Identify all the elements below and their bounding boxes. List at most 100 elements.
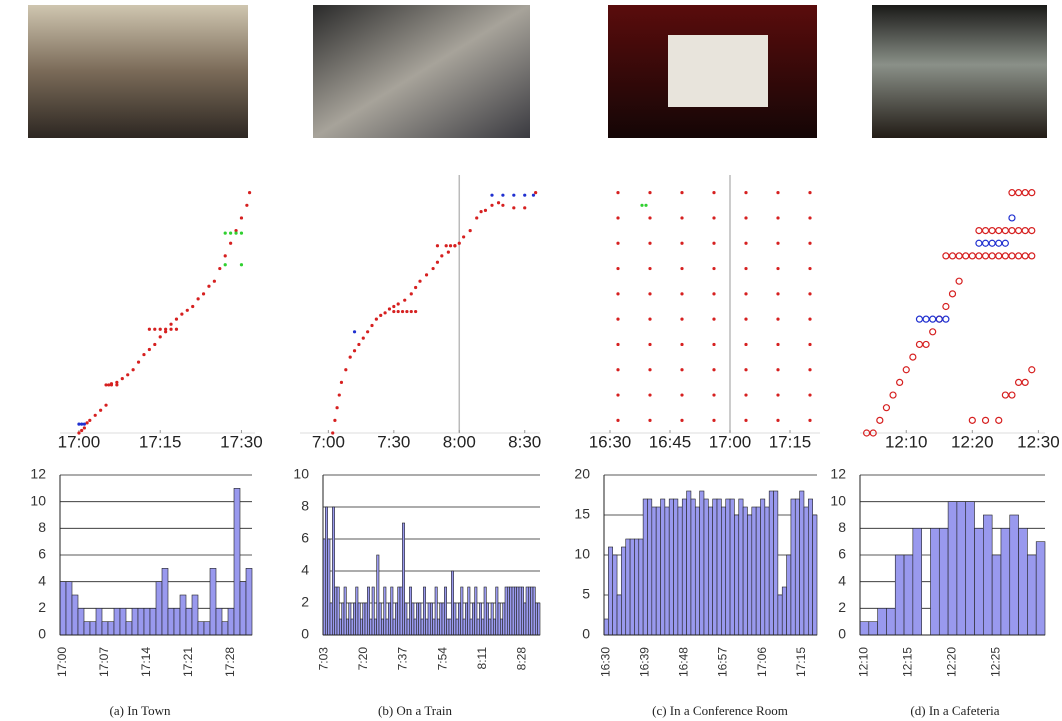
bar [517, 587, 519, 635]
point [616, 419, 619, 422]
point [449, 244, 452, 247]
point [996, 253, 1002, 259]
point [648, 318, 651, 321]
point [523, 194, 526, 197]
bar [860, 622, 869, 635]
bar [400, 587, 402, 635]
caption: (b) On a Train [378, 703, 453, 718]
y-tick-label: 12 [830, 466, 846, 482]
point [744, 368, 747, 371]
bar [426, 619, 428, 635]
bar [524, 603, 526, 635]
point [159, 328, 162, 331]
point [648, 393, 651, 396]
point [418, 280, 421, 283]
point [1022, 228, 1028, 234]
bar [713, 499, 717, 635]
x-tick-label: 17:28 [223, 647, 237, 677]
y-tick-label: 10 [30, 492, 46, 508]
bar [691, 499, 695, 635]
point [910, 354, 916, 360]
point [1016, 228, 1022, 234]
point [207, 285, 210, 288]
point [808, 191, 811, 194]
point [224, 263, 227, 266]
point [501, 204, 504, 207]
point [153, 343, 156, 346]
point [989, 253, 995, 259]
point [475, 216, 478, 219]
point [616, 343, 619, 346]
y-tick-label: 10 [574, 546, 590, 562]
x-tick-label: 17:14 [139, 647, 153, 677]
bar [132, 608, 138, 635]
point [353, 330, 356, 333]
point [344, 368, 347, 371]
bar [528, 587, 530, 635]
point [153, 328, 156, 331]
bar [360, 619, 362, 635]
point [996, 228, 1002, 234]
bar [388, 603, 390, 635]
point [916, 341, 922, 347]
y-tick-label: 8 [38, 519, 46, 535]
bar [665, 507, 669, 635]
y-tick-label: 15 [574, 506, 590, 522]
point [776, 292, 779, 295]
bar [756, 507, 760, 635]
point [431, 267, 434, 270]
point [808, 343, 811, 346]
point [340, 381, 343, 384]
bar [869, 622, 878, 635]
bar [222, 622, 228, 635]
bar [374, 619, 376, 635]
bar [813, 515, 817, 635]
bar [939, 528, 948, 635]
bar [437, 619, 439, 635]
point [1016, 379, 1022, 385]
point [808, 419, 811, 422]
point [644, 204, 647, 207]
y-tick-label: 0 [301, 626, 309, 642]
bar [381, 619, 383, 635]
bar [992, 555, 1001, 635]
point [956, 278, 962, 284]
bar [804, 507, 808, 635]
x-tick-label: 17:15 [139, 432, 182, 451]
point [1002, 228, 1008, 234]
point [1002, 240, 1008, 246]
point [943, 316, 949, 322]
point [963, 253, 969, 259]
point [890, 392, 896, 398]
point [989, 228, 995, 234]
point [440, 254, 443, 257]
point [148, 348, 151, 351]
bar [643, 499, 647, 635]
point [88, 419, 91, 422]
bar [1001, 528, 1010, 635]
point [197, 297, 200, 300]
point [401, 310, 404, 313]
point [956, 253, 962, 259]
bar [639, 539, 643, 635]
x-tick-label: 7:03 [316, 647, 330, 671]
point [425, 273, 428, 276]
bar [489, 619, 491, 635]
bar [444, 587, 446, 635]
point [950, 291, 956, 297]
y-tick-label: 2 [301, 594, 309, 610]
point [142, 353, 145, 356]
point [458, 242, 461, 245]
bar [84, 622, 90, 635]
bar [507, 587, 509, 635]
point [104, 404, 107, 407]
bar [617, 595, 621, 635]
x-tick-label: 17:07 [97, 647, 111, 677]
point [80, 429, 83, 432]
bar [372, 587, 374, 635]
bar [342, 603, 344, 635]
y-tick-label: 10 [830, 492, 846, 508]
point [436, 261, 439, 264]
point [776, 242, 779, 245]
point [218, 267, 221, 270]
